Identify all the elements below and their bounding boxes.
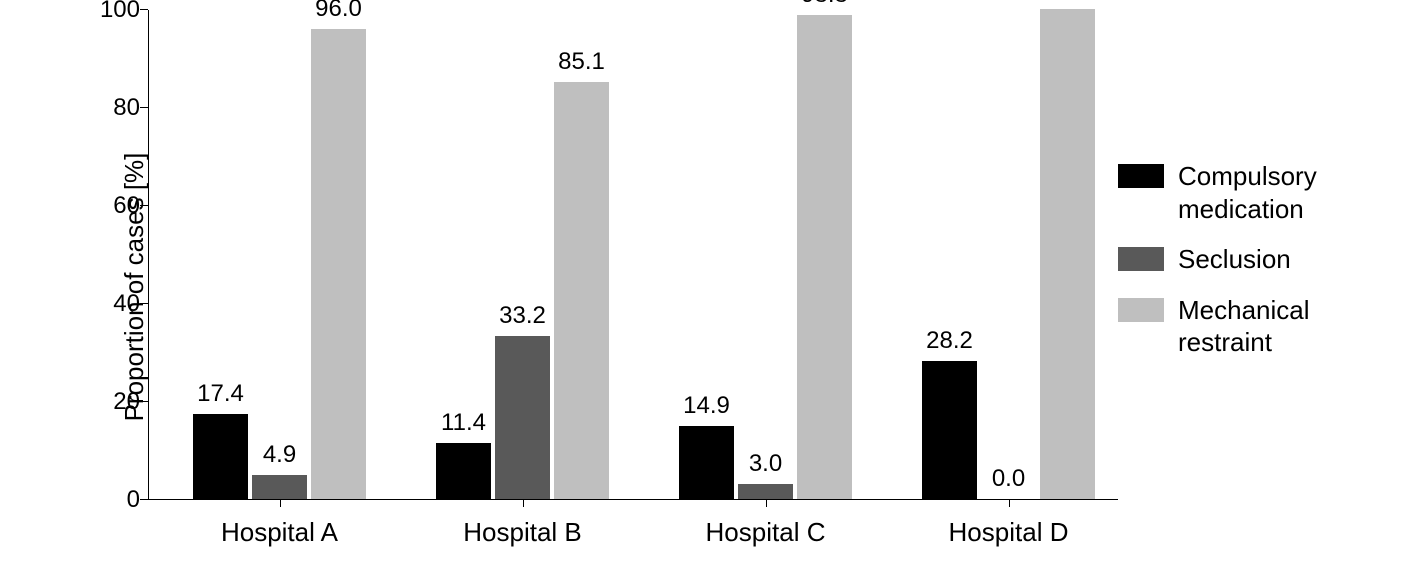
x-tick-mark (766, 499, 767, 507)
legend-swatch-seclusion (1118, 247, 1164, 271)
bar-group: 11.433.285.1 (436, 82, 609, 499)
y-tick-label: 20 (80, 388, 140, 416)
bar-compulsory: 11.4 (436, 443, 491, 499)
chart-container: Proportion of cases [%] 020406080100 Hos… (10, 0, 1408, 573)
y-tick-mark (140, 401, 148, 402)
legend-swatch-mechanical (1118, 298, 1164, 322)
bar-mechanical: 98.8 (797, 15, 852, 499)
x-category-label: Hospital B (463, 517, 582, 548)
y-tick-label: 100 (80, 0, 140, 24)
legend-item-seclusion: Seclusion (1118, 243, 1378, 276)
bar-value-label: 17.4 (197, 380, 244, 408)
legend-text-seclusion: Seclusion (1178, 243, 1291, 276)
bar-group: 17.44.996.0 (193, 29, 366, 499)
y-tick-mark (140, 499, 148, 500)
bar-group: 14.9 3.0 98.8 (679, 15, 852, 499)
bar-value-label: 3.0 (749, 450, 782, 478)
bar-seclusion: 33.2 (495, 336, 550, 499)
y-tick-mark (140, 205, 148, 206)
legend-swatch-compulsory (1118, 164, 1164, 188)
x-category-label: Hospital D (949, 517, 1069, 548)
bar-compulsory: 28.2 (922, 361, 977, 499)
bar-compulsory: 14.9 (679, 426, 734, 499)
bar-value-label: 0.0 (992, 465, 1025, 493)
y-tick-label: 60 (80, 192, 140, 220)
y-tick-mark (140, 107, 148, 108)
bar-value-label: 98.8 (801, 0, 848, 9)
bar-value-label: 14.9 (683, 392, 730, 420)
y-tick-mark (140, 9, 148, 10)
bar-value-label: 28.2 (926, 327, 973, 355)
x-tick-mark (523, 499, 524, 507)
x-category-label: Hospital C (706, 517, 826, 548)
legend-item-mechanical: Mechanical restraint (1118, 294, 1378, 359)
bar-mechanical: 85.1 (554, 82, 609, 499)
plot-area: Hospital A17.44.996.0Hospital B11.433.28… (148, 10, 1118, 500)
x-tick-mark (1009, 499, 1010, 507)
x-tick-mark (280, 499, 281, 507)
bar-value-label: 96.0 (315, 0, 362, 23)
bar-seclusion: 3.0 (738, 484, 793, 499)
legend-text-compulsory: Compulsory medication (1178, 160, 1378, 225)
legend-text-mechanical: Mechanical restraint (1178, 294, 1378, 359)
bar-group: 28.2 0.0 100.0 (922, 9, 1095, 499)
y-tick-label: 0 (80, 486, 140, 514)
bar-value-label: 85.1 (558, 48, 605, 76)
bar-seclusion: 4.9 (252, 475, 307, 499)
bar-value-label: 11.4 (441, 409, 486, 437)
bar-value-label: 4.9 (263, 441, 296, 469)
y-tick-mark (140, 303, 148, 304)
bar-compulsory: 17.4 (193, 414, 248, 499)
y-axis: 020406080100 (80, 10, 140, 500)
bar-value-label: 100.0 (1037, 0, 1097, 3)
x-category-label: Hospital A (221, 517, 338, 548)
y-tick-label: 80 (80, 94, 140, 122)
legend-item-compulsory: Compulsory medication (1118, 160, 1378, 225)
bar-mechanical: 100.0 (1040, 9, 1095, 499)
y-tick-label: 40 (80, 290, 140, 318)
legend: Compulsory medication Seclusion Mechanic… (1118, 160, 1378, 377)
bar-mechanical: 96.0 (311, 29, 366, 499)
bar-value-label: 33.2 (499, 302, 546, 330)
